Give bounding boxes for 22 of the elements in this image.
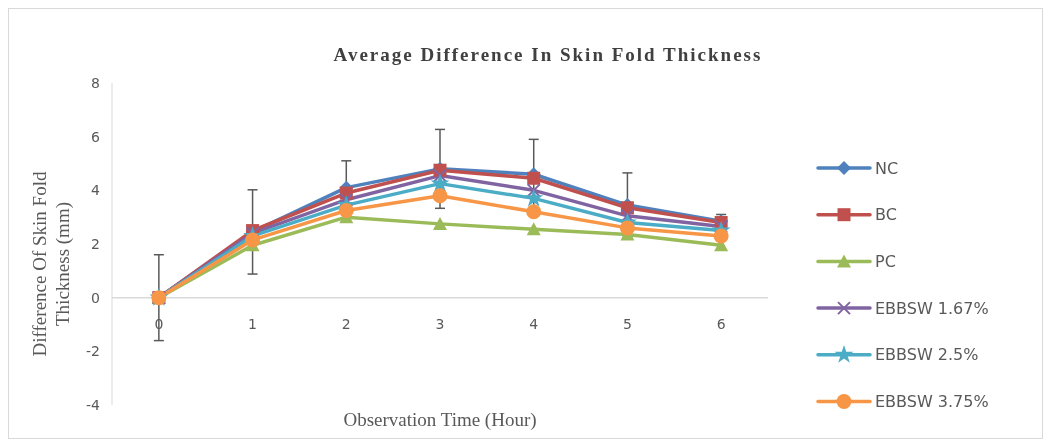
x-tick-label: 5 — [622, 316, 632, 332]
legend-label: EBBSW 2.5% — [875, 345, 979, 365]
y-tick-label: 8 — [91, 74, 100, 91]
y-tick-label: 6 — [91, 128, 101, 145]
legend-label: EBBSW 3.75% — [875, 392, 989, 412]
legend-label: NC — [875, 158, 899, 178]
y-tick-label: -2 — [86, 343, 100, 360]
x-tick-label: 1 — [248, 316, 258, 332]
chart-title: Average Difference In Skin Fold Thickness — [333, 44, 763, 65]
y-tick-label: 2 — [91, 235, 100, 252]
x-tick-label: 3 — [435, 316, 445, 332]
legend-label: PC — [875, 252, 896, 271]
x-tick-label: 4 — [529, 316, 539, 332]
legend-label: BC — [875, 205, 897, 225]
legend-label: EBBSW 1.67% — [875, 298, 989, 318]
x-tick-label: 6 — [716, 316, 726, 332]
y-axis-title: Difference Of Skin Fold Thickness (mm) — [29, 171, 74, 357]
y-tick-label: 4 — [91, 182, 101, 199]
y-tick-label: -4 — [86, 396, 101, 413]
x-axis-title: Observation Time (Hour) — [343, 409, 537, 431]
x-tick-label: 2 — [341, 316, 351, 332]
y-tick-label: 0 — [91, 289, 100, 306]
